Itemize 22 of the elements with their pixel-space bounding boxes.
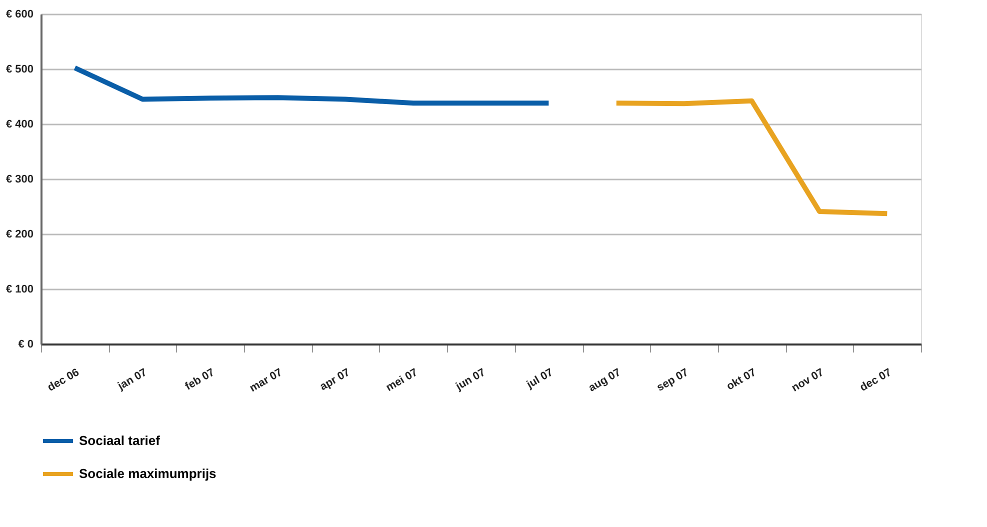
y-tick-label: € 300 (6, 174, 34, 186)
x-tick-label: dec 07 (858, 366, 894, 394)
legend-label: Sociaal tarief (79, 433, 161, 448)
x-tick-label: mei 07 (384, 366, 420, 394)
x-tick-label: dec 06 (46, 366, 82, 394)
y-tick-label: € 600 (6, 8, 34, 20)
y-tick-label: € 200 (6, 228, 34, 240)
x-tick-label: feb 07 (183, 366, 217, 393)
x-tick-label: aug 07 (586, 366, 623, 394)
x-tick-label: jan 07 (115, 366, 150, 393)
x-tick-label: mar 07 (248, 366, 284, 395)
legend-label: Sociale maximumprijs (79, 466, 216, 481)
x-tick-label: jul 07 (524, 366, 556, 392)
y-tick-label: € 0 (18, 338, 34, 350)
x-tick-label: apr 07 (318, 366, 352, 394)
y-tick-label: € 500 (6, 64, 34, 76)
y-tick-label: € 100 (6, 284, 34, 296)
x-tick-label: jun 07 (453, 366, 488, 394)
x-tick-label: okt 07 (724, 366, 758, 393)
x-tick-label: nov 07 (790, 366, 826, 394)
x-tick-label: sep 07 (654, 366, 691, 394)
y-tick-label: € 400 (6, 118, 34, 130)
